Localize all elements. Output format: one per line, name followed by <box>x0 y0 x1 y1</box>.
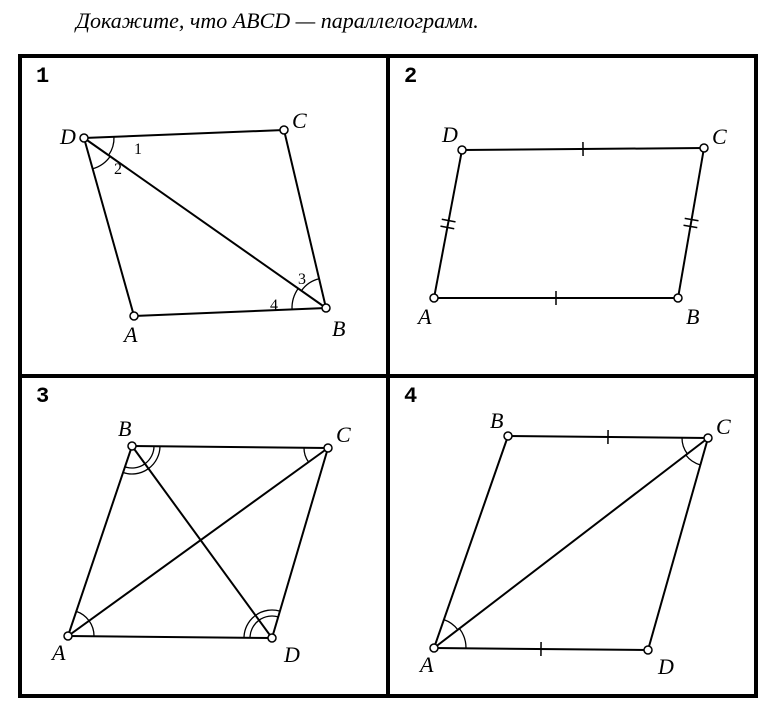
svg-text:D: D <box>441 122 458 147</box>
svg-text:3: 3 <box>298 271 306 288</box>
svg-text:D: D <box>59 124 76 149</box>
svg-text:A: A <box>122 322 138 347</box>
diagram-1: 12 3 4 D C A B <box>22 58 390 378</box>
cell-1: 1 12 3 4 D C A B <box>20 56 388 376</box>
instruction-text: Докажите, что ABCD — параллелограмм. <box>76 8 479 34</box>
svg-text:D: D <box>657 654 674 679</box>
svg-text:D: D <box>283 642 300 667</box>
svg-text:1: 1 <box>134 141 142 158</box>
diagram-2: D C A B <box>390 58 758 378</box>
diagram-3: B C A D <box>22 378 390 698</box>
svg-text:B: B <box>118 416 131 441</box>
diagram-4: B C A D <box>390 378 758 698</box>
svg-text:C: C <box>712 124 727 149</box>
svg-text:B: B <box>332 316 345 341</box>
figure-grid: 1 12 3 4 D C A B 2 D C A B 3 B C A D 4 B C A D <box>18 54 758 698</box>
cell-4: 4 BCAD <box>388 376 756 696</box>
svg-text:A: A <box>418 652 434 677</box>
svg-text:B: B <box>686 304 699 329</box>
svg-text:C: C <box>292 108 307 133</box>
svg-text:A: A <box>416 304 432 329</box>
svg-text:C: C <box>336 422 351 447</box>
cell-3: 3 BCAD <box>20 376 388 696</box>
svg-text:4: 4 <box>270 297 278 314</box>
svg-text:2: 2 <box>114 161 122 178</box>
cell-2: 2 DCAB <box>388 56 756 376</box>
svg-text:B: B <box>490 408 503 433</box>
svg-text:C: C <box>716 414 731 439</box>
svg-text:A: A <box>50 640 66 665</box>
